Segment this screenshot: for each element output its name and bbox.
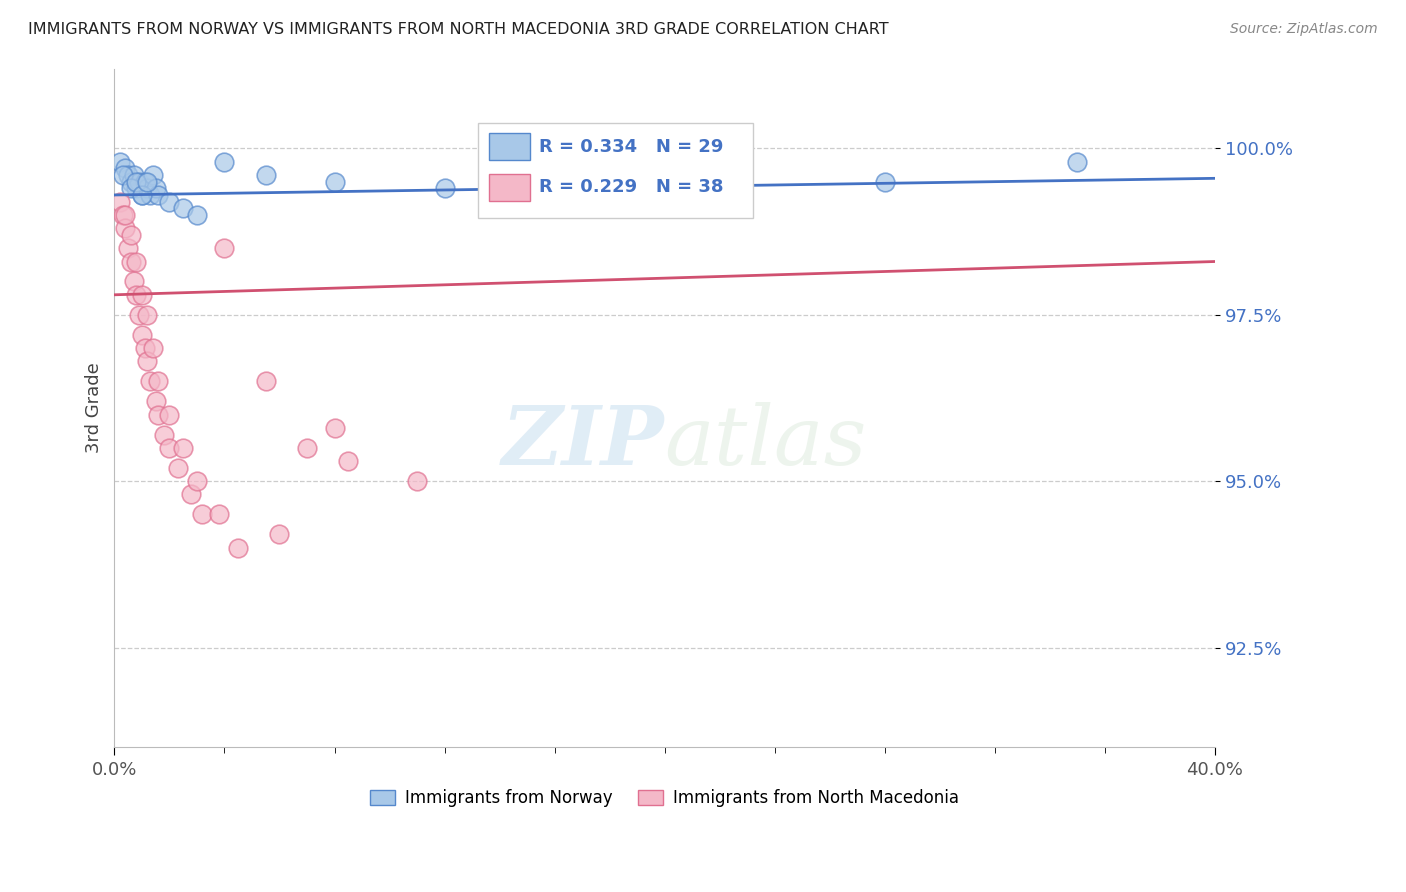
- Point: [120, 227, 142, 242]
- Text: IMMIGRANTS FROM NORWAY VS IMMIGRANTS FROM NORTH MACEDONIA 3RD GRADE CORRELATION : IMMIGRANTS FROM NORWAY VS IMMIGRANTS FRO…: [28, 22, 889, 37]
- Point: [122, 275, 145, 289]
- Point: [172, 201, 194, 215]
- Point: [159, 441, 181, 455]
- Point: [134, 175, 156, 189]
- Point: [136, 175, 159, 189]
- Point: [136, 181, 159, 195]
- Point: [433, 181, 456, 195]
- Point: [191, 508, 214, 522]
- Point: [117, 168, 139, 182]
- Bar: [488, 174, 530, 201]
- Point: [186, 474, 208, 488]
- Bar: [488, 133, 530, 161]
- Text: atlas: atlas: [665, 402, 868, 482]
- Point: [120, 254, 142, 268]
- Point: [148, 188, 170, 202]
- Point: [114, 161, 136, 176]
- Point: [153, 427, 176, 442]
- Point: [145, 181, 167, 195]
- Text: R = 0.334   N = 29: R = 0.334 N = 29: [538, 137, 724, 155]
- Point: [120, 175, 142, 189]
- Point: [111, 168, 134, 182]
- Text: ZIP: ZIP: [502, 402, 665, 482]
- Point: [214, 154, 236, 169]
- Bar: [478, 123, 752, 218]
- Point: [117, 241, 139, 255]
- Point: [114, 221, 136, 235]
- Point: [269, 527, 291, 541]
- Point: [131, 188, 153, 202]
- Y-axis label: 3rd Grade: 3rd Grade: [86, 362, 103, 453]
- Point: [166, 460, 188, 475]
- Point: [323, 175, 346, 189]
- Point: [128, 308, 150, 322]
- Point: [131, 287, 153, 301]
- Point: [1066, 154, 1088, 169]
- Point: [139, 374, 162, 388]
- Point: [148, 408, 170, 422]
- Point: [254, 374, 277, 388]
- Point: [142, 341, 165, 355]
- Point: [142, 168, 165, 182]
- Text: Source: ZipAtlas.com: Source: ZipAtlas.com: [1230, 22, 1378, 37]
- Point: [125, 254, 148, 268]
- Point: [180, 487, 202, 501]
- Point: [172, 441, 194, 455]
- Point: [125, 181, 148, 195]
- Legend: Immigrants from Norway, Immigrants from North Macedonia: Immigrants from Norway, Immigrants from …: [364, 782, 966, 814]
- Point: [626, 161, 648, 176]
- Point: [214, 241, 236, 255]
- Point: [125, 175, 148, 189]
- Point: [128, 175, 150, 189]
- Point: [148, 374, 170, 388]
- Point: [131, 327, 153, 342]
- Point: [159, 194, 181, 209]
- Point: [136, 308, 159, 322]
- Point: [145, 394, 167, 409]
- Point: [125, 287, 148, 301]
- Point: [139, 188, 162, 202]
- Point: [406, 474, 429, 488]
- Point: [111, 208, 134, 222]
- Point: [254, 168, 277, 182]
- Point: [226, 541, 249, 555]
- Point: [131, 188, 153, 202]
- Point: [120, 181, 142, 195]
- Point: [295, 441, 318, 455]
- Point: [208, 508, 231, 522]
- Point: [114, 208, 136, 222]
- Point: [873, 175, 896, 189]
- Point: [136, 354, 159, 368]
- Point: [186, 208, 208, 222]
- Point: [122, 168, 145, 182]
- Point: [337, 454, 360, 468]
- Point: [108, 154, 131, 169]
- Point: [108, 194, 131, 209]
- Text: R = 0.229   N = 38: R = 0.229 N = 38: [538, 178, 724, 196]
- Point: [134, 341, 156, 355]
- Point: [159, 408, 181, 422]
- Point: [323, 421, 346, 435]
